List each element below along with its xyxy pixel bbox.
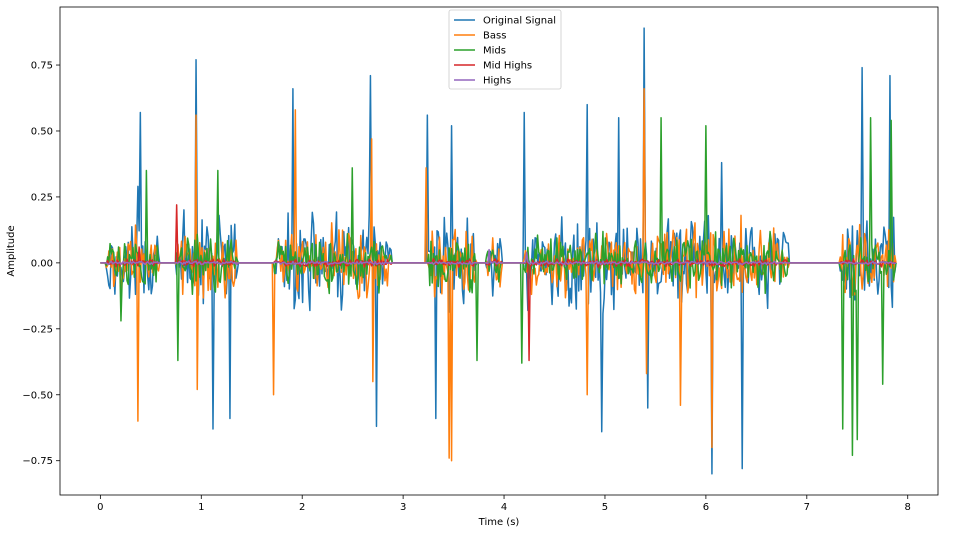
x-tick-label: 6 [703, 502, 709, 513]
y-tick-label: −0.75 [22, 456, 53, 467]
series-line-4 [100, 248, 897, 266]
x-tick-label: 2 [299, 502, 305, 513]
x-axis-label: Time (s) [478, 517, 520, 528]
legend-entry: Original Signal [483, 16, 556, 27]
y-tick-label: −0.50 [22, 390, 53, 401]
series-layer [100, 27, 897, 475]
x-tick-label: 4 [501, 502, 507, 513]
y-tick-label: 0.50 [31, 126, 53, 137]
x-tick-label: 8 [905, 502, 911, 513]
legend: Original Signal Bass Mids Mid Highs Highs [448, 9, 562, 90]
y-axis: −0.75 −0.50 −0.25 0.00 0.25 0.50 0.75 [22, 61, 60, 467]
x-tick-label: 5 [602, 502, 608, 513]
legend-entry: Highs [483, 76, 511, 87]
y-axis-label: Amplitude [6, 225, 17, 276]
x-tick-label: 0 [97, 502, 103, 513]
y-tick-label: −0.25 [22, 324, 53, 335]
plot-frame [59, 6, 939, 496]
x-tick-label: 3 [400, 502, 406, 513]
legend-entry: Mid Highs [483, 61, 532, 72]
y-tick-label: 0.25 [31, 192, 53, 203]
y-tick-label: 0.75 [31, 61, 53, 72]
x-axis: 0 1 2 3 4 5 6 7 8 [97, 495, 911, 513]
y-tick-label: 0.00 [31, 258, 53, 269]
legend-entry: Bass [483, 31, 506, 42]
series-line-2 [100, 117, 897, 457]
legend-entry: Mids [483, 46, 506, 57]
x-tick-label: 1 [198, 502, 204, 513]
legend-box [448, 9, 562, 90]
x-tick-label: 7 [804, 502, 810, 513]
